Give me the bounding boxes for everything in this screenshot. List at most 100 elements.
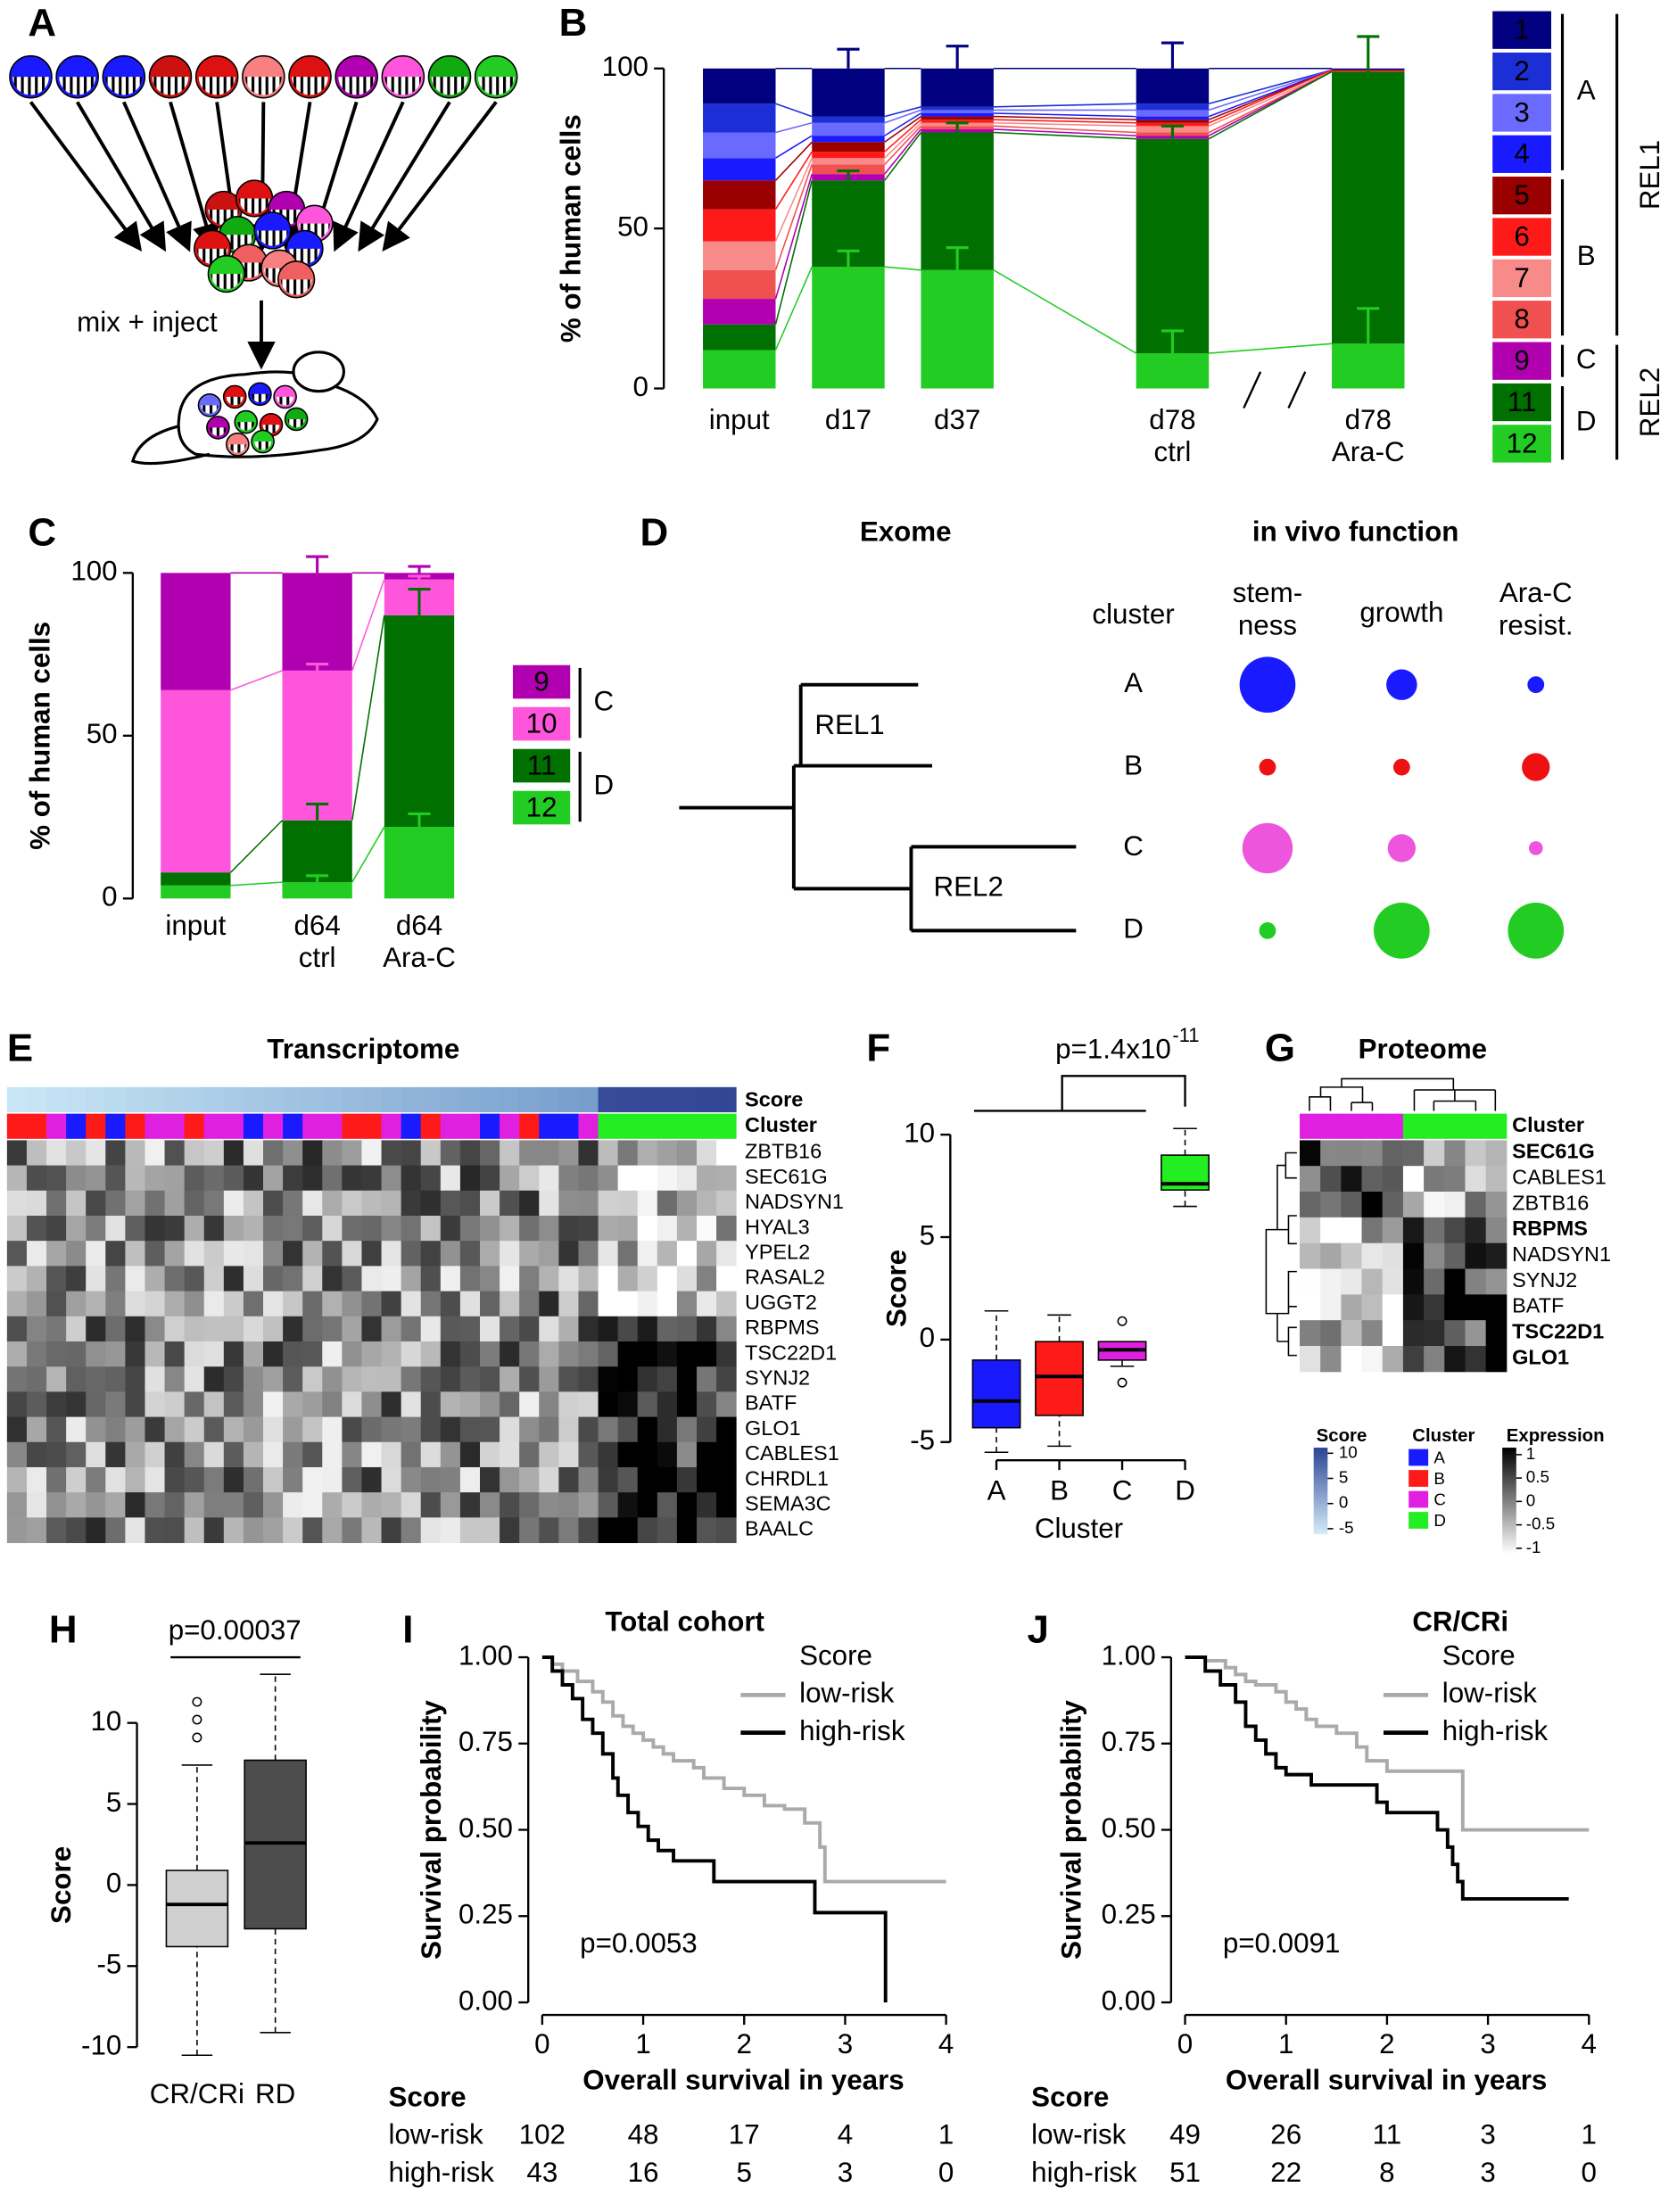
outlier bbox=[1117, 1316, 1128, 1326]
heatmap-cell bbox=[598, 1391, 619, 1418]
heatmap-cell bbox=[283, 1466, 303, 1493]
bar-segment bbox=[384, 615, 455, 828]
cell-nucleus bbox=[211, 274, 243, 290]
heatmap-cell bbox=[558, 1341, 579, 1367]
heatmap-cell bbox=[459, 1241, 481, 1267]
heatmap-cell bbox=[145, 1241, 166, 1267]
heatmap-cell bbox=[105, 1391, 126, 1418]
risk-count: 48 bbox=[628, 2119, 659, 2150]
row-label: Cluster bbox=[1512, 1113, 1584, 1136]
heatmap-cell bbox=[1299, 1268, 1321, 1295]
heatmap-cell bbox=[420, 1140, 442, 1167]
heatmap-cell bbox=[420, 1466, 442, 1493]
heatmap-cell bbox=[401, 1086, 422, 1113]
heatmap-cell bbox=[243, 1113, 264, 1139]
heatmap-cell bbox=[125, 1165, 145, 1192]
heatmap-cell bbox=[184, 1416, 205, 1443]
legend-label: A bbox=[1433, 1449, 1445, 1467]
column-header: stem- ness bbox=[1232, 578, 1303, 642]
heatmap-cell bbox=[86, 1086, 106, 1113]
heatmap-cell bbox=[1424, 1113, 1445, 1139]
x-tick-label: d64 ctrl bbox=[293, 911, 341, 974]
heatmap-cell bbox=[361, 1416, 383, 1443]
arrow bbox=[382, 101, 498, 252]
error-bar bbox=[306, 874, 329, 883]
heatmap-cell bbox=[617, 1165, 639, 1192]
heatmap-cell bbox=[617, 1366, 639, 1392]
heatmap-cell bbox=[105, 1165, 126, 1192]
heatmap-cell bbox=[66, 1266, 87, 1292]
heatmap-cell bbox=[283, 1492, 303, 1518]
heatmap-cell bbox=[716, 1441, 737, 1468]
cell-nucleus bbox=[237, 422, 255, 431]
heatmap-cell bbox=[361, 1241, 383, 1267]
color-bar bbox=[1313, 1448, 1328, 1535]
bar-segment bbox=[921, 112, 994, 117]
heatmap-cell bbox=[203, 1466, 225, 1493]
heatmap-cell bbox=[657, 1492, 678, 1518]
bar-segment bbox=[282, 820, 352, 883]
y-axis-title: % of human cells bbox=[24, 622, 55, 850]
arrow bbox=[169, 101, 220, 252]
arrow bbox=[122, 101, 192, 252]
connector bbox=[775, 135, 813, 159]
heatmap-cell bbox=[598, 1165, 619, 1192]
heatmap-cell bbox=[105, 1366, 126, 1392]
heatmap-cell bbox=[519, 1113, 540, 1139]
heatmap-cell bbox=[657, 1165, 678, 1192]
heatmap-cell bbox=[184, 1215, 205, 1242]
panel-letter: A bbox=[28, 1, 56, 45]
bar-segment bbox=[812, 164, 885, 175]
bar-segment bbox=[812, 158, 885, 165]
heatmap-cell bbox=[657, 1086, 678, 1113]
heatmap-cell bbox=[1465, 1113, 1487, 1139]
mouse-ear bbox=[292, 351, 345, 393]
heatmap-cell bbox=[1320, 1217, 1342, 1244]
column-header-box: Ara-C resist. bbox=[1499, 579, 1574, 641]
cluster-label: D bbox=[1123, 913, 1144, 945]
bar-segment bbox=[812, 68, 885, 117]
heatmap-cell bbox=[1341, 1166, 1363, 1193]
heatmap-cell bbox=[361, 1140, 383, 1167]
cluster-label: D bbox=[1576, 406, 1597, 437]
heatmap-cell bbox=[1382, 1268, 1404, 1295]
panel-a-label: mix + inject bbox=[77, 307, 218, 338]
y-tick-label: 0 bbox=[632, 371, 648, 402]
y-tick-label: 0.75 bbox=[458, 1726, 513, 1757]
heatmap-cell bbox=[598, 1215, 619, 1242]
heatmap-cell bbox=[479, 1366, 500, 1392]
heatmap-cell bbox=[1465, 1140, 1487, 1167]
bar-segment bbox=[1136, 103, 1210, 111]
heatmap-cell bbox=[66, 1391, 87, 1418]
heatmap-cell bbox=[440, 1113, 461, 1139]
x-tick-label: 4 bbox=[1582, 2028, 1597, 2059]
heatmap-cell bbox=[578, 1492, 599, 1518]
heatmap-cell bbox=[86, 1140, 106, 1167]
heatmap-cell bbox=[125, 1466, 145, 1493]
legend-label: 12 bbox=[1507, 427, 1538, 458]
heatmap-cell bbox=[519, 1366, 540, 1392]
heatmap-cell bbox=[125, 1291, 145, 1317]
heatmap-cell bbox=[696, 1215, 717, 1242]
heatmap-cell bbox=[322, 1140, 343, 1167]
heatmap-cell bbox=[657, 1466, 678, 1493]
heatmap-cell bbox=[203, 1391, 225, 1418]
heatmap-cell bbox=[617, 1086, 639, 1113]
bar-segment bbox=[921, 110, 994, 113]
heatmap-cell bbox=[657, 1366, 678, 1392]
heatmap-cell bbox=[86, 1517, 106, 1544]
heatmap-cell bbox=[500, 1441, 520, 1468]
heatmap-cell bbox=[1382, 1140, 1404, 1167]
dendrogram bbox=[1265, 1151, 1297, 1357]
error-bar bbox=[946, 121, 969, 133]
heatmap-cell bbox=[1320, 1345, 1342, 1373]
dendrogram bbox=[1309, 1077, 1497, 1111]
heatmap-cell bbox=[283, 1416, 303, 1443]
heatmap-cell bbox=[361, 1086, 383, 1113]
heatmap-cell bbox=[46, 1441, 67, 1468]
bubble bbox=[1374, 903, 1430, 959]
heatmap-cell bbox=[598, 1416, 619, 1443]
heatmap-cell bbox=[164, 1316, 186, 1342]
heatmap-cell bbox=[617, 1190, 639, 1217]
heatmap-cell bbox=[1382, 1242, 1404, 1269]
